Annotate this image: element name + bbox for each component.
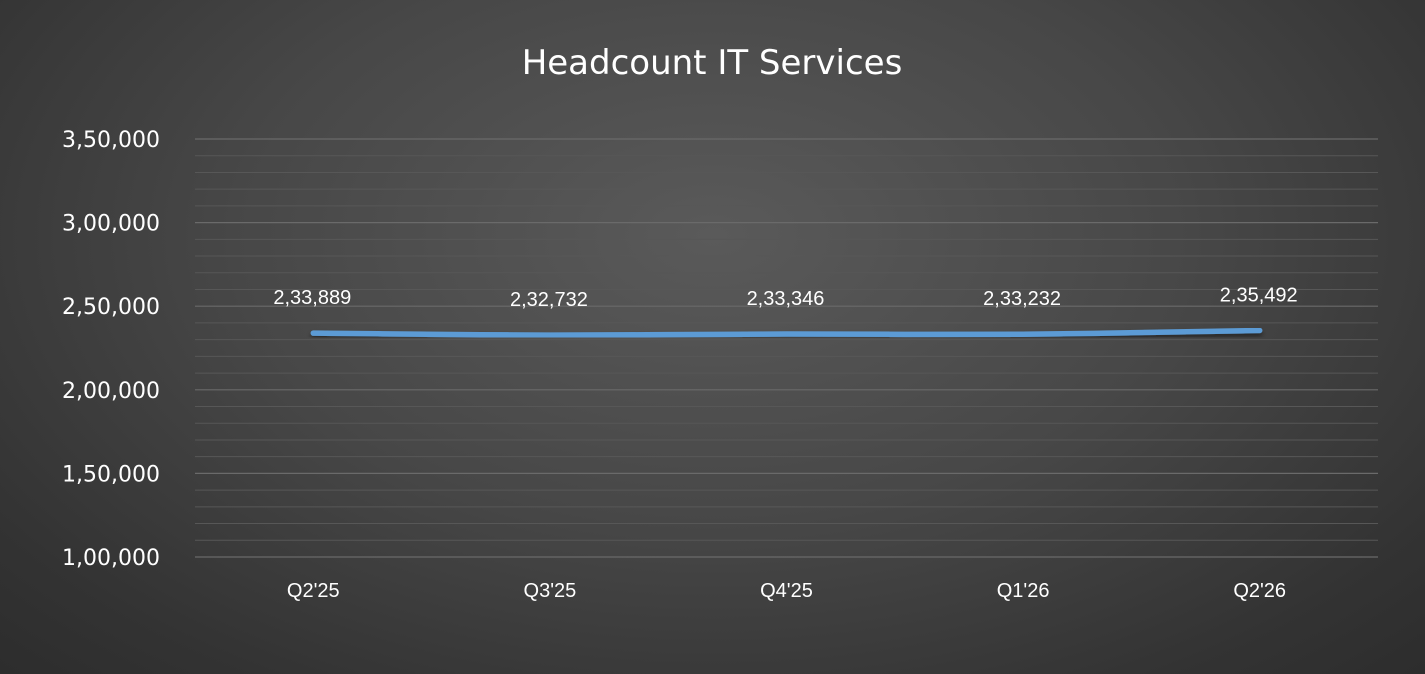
data-label: 2,35,492 xyxy=(1220,284,1298,306)
x-tick-label: Q2'26 xyxy=(1233,580,1286,602)
y-tick-label: 3,00,000 xyxy=(62,212,160,237)
grid xyxy=(195,138,1378,558)
data-label: 2,32,732 xyxy=(510,289,588,311)
series-line xyxy=(310,327,1263,338)
chart-title: Headcount IT Services xyxy=(522,43,903,83)
y-tick-label: 1,00,000 xyxy=(62,546,160,571)
series-line-path xyxy=(310,327,1263,338)
data-label: 2,33,889 xyxy=(273,287,351,309)
y-tick-label: 1,50,000 xyxy=(62,462,160,487)
x-tick-label: Q1'26 xyxy=(997,580,1050,602)
x-tick-label: Q4'25 xyxy=(760,580,813,602)
y-tick-label: 2,00,000 xyxy=(62,379,160,404)
data-label: 2,33,346 xyxy=(747,288,825,310)
data-label: 2,33,232 xyxy=(983,288,1061,310)
y-tick-label: 3,50,000 xyxy=(62,128,160,153)
x-tick-label: Q2'25 xyxy=(287,580,340,602)
x-axis: Q2'25 Q3'25 Q4'25 Q1'26 Q2'26 xyxy=(287,580,1286,602)
y-tick-label: 2,50,000 xyxy=(62,295,160,320)
x-tick-label: Q3'25 xyxy=(524,580,577,602)
data-labels: 2,33,889 2,32,732 2,33,346 2,33,232 2,35,492 xyxy=(273,284,1297,311)
y-axis: 1,00,000 1,50,000 2,00,000 2,50,000 3,00,000… xyxy=(62,128,160,571)
